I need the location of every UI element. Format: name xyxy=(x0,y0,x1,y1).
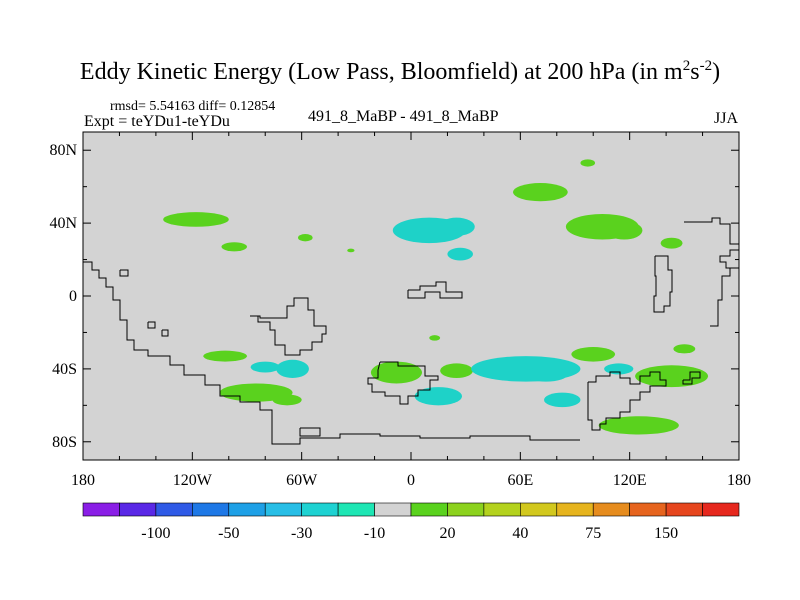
coastline-segment-2 xyxy=(147,321,156,329)
colorbar-label: -30 xyxy=(291,525,312,542)
x-tick-label: 0 xyxy=(407,472,415,489)
anomaly-neg-22 xyxy=(523,367,568,382)
anomaly-pos-29 xyxy=(429,335,441,341)
coastline-segment-3 xyxy=(161,329,169,337)
colorbar-box xyxy=(592,502,630,517)
colorbar-box xyxy=(702,502,740,517)
coastline-segment-9 xyxy=(653,255,673,313)
colorbar-label: 75 xyxy=(585,525,601,542)
x-tick-label: 60W xyxy=(286,472,318,489)
anomaly-pos-19 xyxy=(440,363,473,379)
coastline-segment-7 xyxy=(367,361,439,405)
axis-ticks: 180 120W 60W 0 60E 120E 180 80N 40N 0 40S 80S xyxy=(49,132,751,489)
stats-label: rmsd= 5.54163 diff= 0.12854 xyxy=(110,99,276,114)
anomaly-pos-28 xyxy=(598,416,679,435)
map-background xyxy=(83,132,739,460)
anomaly-neg-4 xyxy=(447,247,473,261)
coastline-segment-13 xyxy=(682,371,701,385)
season-label: JJA xyxy=(714,110,739,127)
expt-label: Expt = teYDu1-teYDu xyxy=(84,113,230,130)
colorbar-box xyxy=(119,502,157,517)
anomaly-pos-15 xyxy=(219,383,293,402)
colorbar-box xyxy=(410,502,448,517)
anomaly-pos-11 xyxy=(347,248,355,253)
anomaly-layer xyxy=(163,159,709,435)
anomaly-pos-16 xyxy=(272,394,302,406)
coastline-segment-10 xyxy=(690,217,739,269)
coastline-segment-0 xyxy=(83,261,580,445)
anomaly-neg-25 xyxy=(604,363,634,375)
colorbar-box xyxy=(192,502,230,517)
anomaly-pos-0 xyxy=(163,212,229,227)
colorbar-label: -50 xyxy=(218,525,239,542)
anomaly-pos-26 xyxy=(635,365,709,388)
colorbar-label: -100 xyxy=(141,525,170,542)
coastline-segment-8 xyxy=(587,371,667,431)
y-tick-label: 40S xyxy=(52,361,77,378)
anomaly-pos-8 xyxy=(605,221,643,240)
y-tick-label: 80N xyxy=(49,142,77,159)
y-tick-label: 40N xyxy=(49,215,77,232)
colorbar: -100 -50 -30 -10 20 40 75 150 xyxy=(82,502,740,542)
colorbar-box xyxy=(629,502,667,517)
colorbar-box xyxy=(374,502,412,517)
colorbar-box xyxy=(483,502,521,517)
x-tick-label: 180 xyxy=(727,472,751,489)
x-tick-label: 120E xyxy=(613,472,647,489)
page-title: Eddy Kinetic Energy (Low Pass, Bloomfiel… xyxy=(79,58,721,85)
anomaly-pos-5 xyxy=(513,183,568,202)
colorbar-box xyxy=(447,502,485,517)
x-tick-label: 60E xyxy=(507,472,533,489)
anomaly-pos-27 xyxy=(673,344,696,354)
colorbar-box xyxy=(665,502,703,517)
coastline-layer xyxy=(83,217,739,445)
anomaly-pos-9 xyxy=(660,237,683,249)
colorbar-label: 150 xyxy=(654,525,678,542)
anomaly-pos-12 xyxy=(203,350,247,362)
coastline-segment-1 xyxy=(119,269,129,277)
coastline-segment-5 xyxy=(299,427,321,437)
coastline-segment-4 xyxy=(250,297,327,356)
anomaly-pos-23 xyxy=(571,347,616,362)
colorbar-box xyxy=(520,502,558,517)
x-tick-label: 180 xyxy=(71,472,95,489)
colorbar-box xyxy=(556,502,594,517)
colorbar-label: 40 xyxy=(512,525,528,542)
colorbar-box xyxy=(301,502,339,517)
anomaly-neg-24 xyxy=(544,392,581,408)
coastline-segment-12 xyxy=(710,267,739,327)
colorbar-box xyxy=(155,502,193,517)
colorbar-box xyxy=(82,502,120,517)
anomaly-pos-1 xyxy=(221,242,247,252)
anomaly-pos-6 xyxy=(580,159,596,167)
x-tick-label: 120W xyxy=(173,472,213,489)
anomaly-neg-14 xyxy=(276,359,309,378)
anomaly-pos-18 xyxy=(396,367,422,378)
diff-label: 491_8_MaBP - 491_8_MaBP xyxy=(308,108,499,125)
anomaly-neg-3 xyxy=(438,217,475,236)
anomaly-neg-20 xyxy=(414,387,463,406)
anomaly-pos-10 xyxy=(298,234,313,242)
colorbar-box xyxy=(337,502,375,517)
colorbar-box xyxy=(264,502,302,517)
y-tick-label: 80S xyxy=(52,434,77,451)
colorbar-label: -10 xyxy=(364,525,385,542)
colorbar-box xyxy=(228,502,266,517)
anomaly-neg-13 xyxy=(250,361,280,373)
y-tick-label: 0 xyxy=(69,288,77,305)
colorbar-label: 20 xyxy=(439,525,455,542)
coastline-segment-6 xyxy=(407,281,463,299)
